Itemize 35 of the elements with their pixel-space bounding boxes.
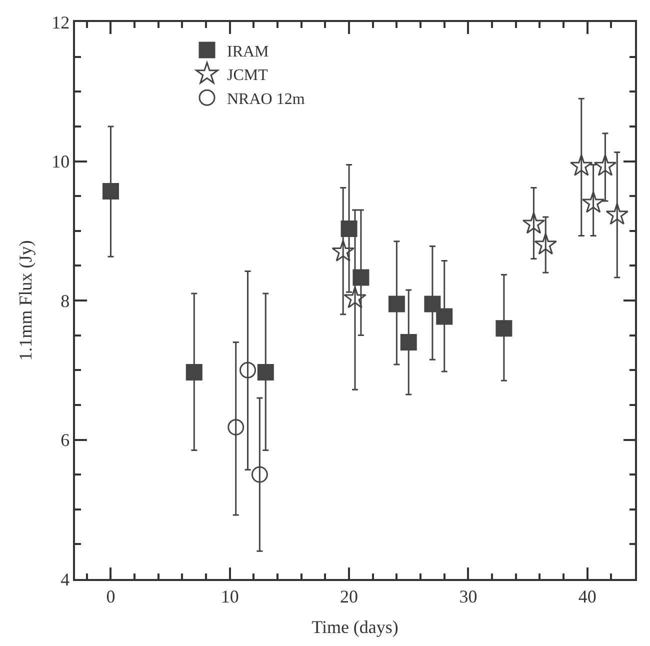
point <box>186 364 202 380</box>
x-tick-label: 0 <box>106 586 116 606</box>
point <box>534 232 558 255</box>
point <box>436 308 453 325</box>
y-tick-label: 8 <box>60 290 70 311</box>
point <box>102 182 119 200</box>
legend-label: JCMT <box>227 67 268 84</box>
point <box>344 286 366 308</box>
y-tick-label: 6 <box>60 430 70 450</box>
x-tick-label: 10 <box>220 586 239 606</box>
y-axis-title: 1.1mm Flux (Jy) <box>15 240 36 361</box>
point <box>400 334 417 351</box>
point <box>388 296 405 312</box>
point <box>240 362 256 378</box>
y-tick-label: 12 <box>52 12 70 32</box>
point <box>251 466 268 483</box>
x-axis-title: Time (days) <box>312 616 398 637</box>
point <box>228 418 244 436</box>
legend-label: NRAO 12m <box>227 90 306 108</box>
x-tick-label: 30 <box>459 586 478 606</box>
point <box>352 269 370 286</box>
y-tick-label: 10 <box>52 152 70 172</box>
point <box>582 191 605 213</box>
legend-label: IRAM <box>227 43 269 60</box>
point <box>257 364 274 380</box>
point <box>332 240 354 262</box>
y-tick-label: 4 <box>60 569 70 590</box>
point <box>606 202 629 225</box>
point <box>570 154 593 176</box>
point <box>594 154 617 176</box>
point <box>522 212 546 234</box>
point <box>496 320 512 337</box>
x-tick-label: 20 <box>340 586 358 606</box>
x-tick-label: 40 <box>578 586 596 606</box>
point <box>424 296 441 312</box>
